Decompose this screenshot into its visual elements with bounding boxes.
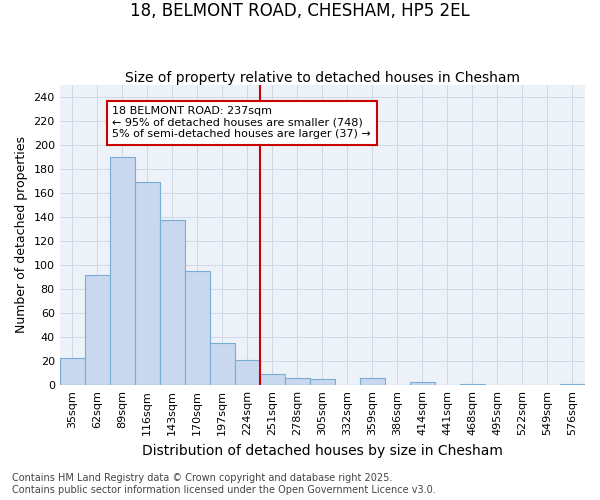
Bar [135,182,160,385]
Bar [285,378,310,385]
Bar [310,379,335,385]
Bar [85,274,110,385]
X-axis label: Distribution of detached houses by size in Chesham: Distribution of detached houses by size … [142,444,503,458]
Y-axis label: Number of detached properties: Number of detached properties [15,136,28,334]
Bar [185,271,210,385]
Bar [110,156,135,385]
Bar [210,343,235,385]
Bar [59,358,85,385]
Text: Contains HM Land Registry data © Crown copyright and database right 2025.
Contai: Contains HM Land Registry data © Crown c… [12,474,436,495]
Text: 18, BELMONT ROAD, CHESHAM, HP5 2EL: 18, BELMONT ROAD, CHESHAM, HP5 2EL [130,2,470,21]
Bar [460,384,485,385]
Title: Size of property relative to detached houses in Chesham: Size of property relative to detached ho… [125,70,520,85]
Text: 18 BELMONT ROAD: 237sqm
← 95% of detached houses are smaller (748)
5% of semi-de: 18 BELMONT ROAD: 237sqm ← 95% of detache… [112,106,371,140]
Bar [410,382,435,385]
Bar [560,384,585,385]
Bar [360,378,385,385]
Bar [235,360,260,385]
Bar [160,220,185,385]
Bar [260,374,285,385]
